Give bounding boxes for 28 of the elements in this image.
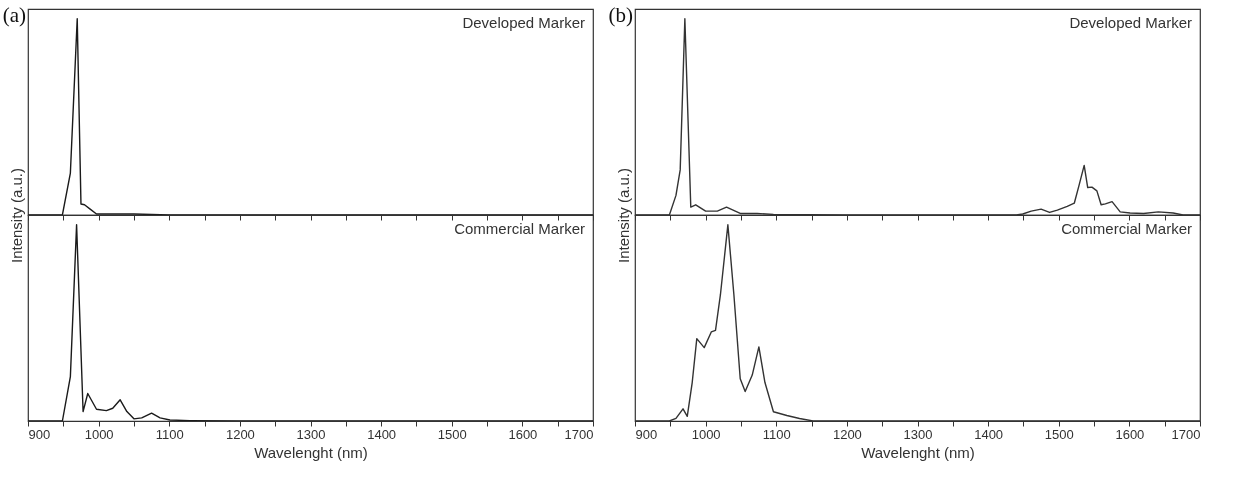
x-tick-label: 1200 — [832, 426, 862, 442]
x-axis-title: Wavelenght (nm) — [861, 443, 975, 461]
annotation: Developed Marker — [462, 14, 585, 31]
chart-title: (b) — [608, 3, 633, 27]
x-tick-label: 1200 — [225, 426, 255, 442]
y-axis-title: Intensity (a.u.) — [7, 167, 25, 264]
x-tick-label: 1600 — [508, 426, 538, 442]
x-tick-label: 1600 — [1115, 426, 1145, 442]
annotation: Developed Marker — [1069, 14, 1192, 31]
x-tick-label: 900 — [28, 426, 51, 442]
annotation: Commercial Marker — [454, 220, 585, 237]
chart-title: (a) — [2, 3, 26, 27]
x-tick-label: 1500 — [437, 426, 467, 442]
x-tick-label: 1700 — [564, 426, 594, 442]
x-tick-label: 1500 — [1044, 426, 1074, 442]
x-tick-label: 1300 — [903, 426, 933, 442]
annotation: Commercial Marker — [1061, 220, 1192, 237]
x-tick-label: 1400 — [367, 426, 397, 442]
x-tick-label: 1000 — [691, 426, 721, 442]
x-tick-label: 1100 — [155, 426, 184, 442]
x-tick-label: 1100 — [762, 426, 791, 442]
x-tick-label: 1400 — [974, 426, 1004, 442]
x-axis-title: Wavelenght (nm) — [254, 443, 368, 461]
x-tick-label: 1000 — [84, 426, 114, 442]
y-axis-title: Intensity (a.u.) — [614, 167, 632, 264]
x-tick-label: 1700 — [1171, 426, 1201, 442]
x-tick-label: 1300 — [296, 426, 326, 442]
x-tick-label: 900 — [635, 426, 658, 442]
